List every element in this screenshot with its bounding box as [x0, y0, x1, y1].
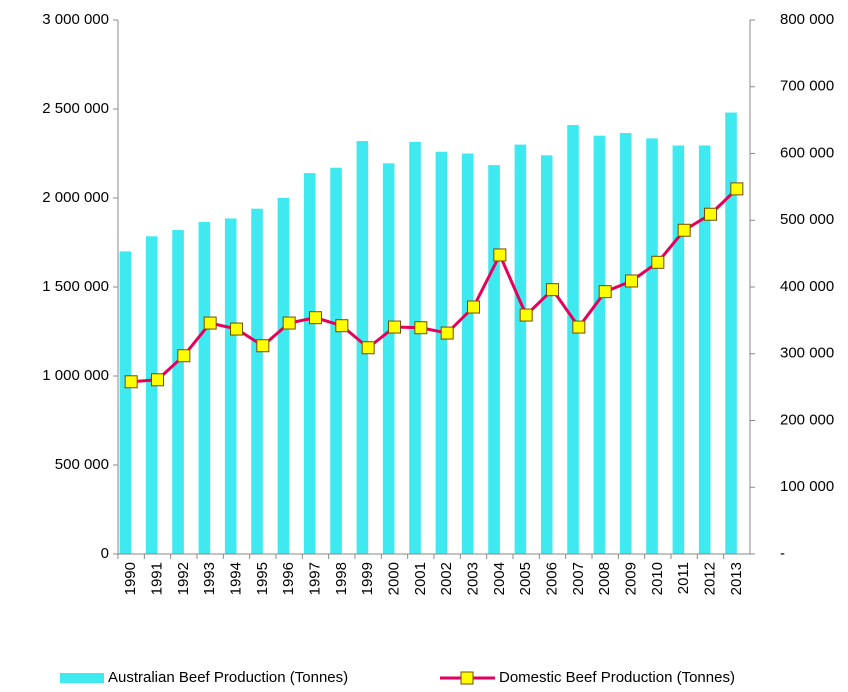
x-tick-label: 1992 — [175, 562, 192, 595]
legend-label: Australian Beef Production (Tonnes) — [108, 669, 348, 686]
bar — [619, 133, 632, 554]
marker — [282, 316, 296, 330]
x-tick-label: 1998 — [333, 562, 350, 595]
bar — [251, 208, 263, 554]
x-tick-label: 2009 — [622, 562, 639, 595]
marker — [546, 283, 559, 297]
bar — [224, 218, 237, 554]
x-tick-label: 2001 — [412, 562, 429, 595]
y-tick-label: 2 000 000 — [42, 189, 109, 206]
marker — [335, 319, 349, 333]
y-tick-label: 500 000 — [55, 456, 109, 473]
bar — [382, 163, 395, 555]
x-tick-label: 1999 — [359, 562, 376, 595]
x-tick-label: 2006 — [543, 562, 560, 595]
bar — [567, 125, 579, 555]
y2-tick-label: 300 000 — [780, 345, 834, 362]
marker — [730, 182, 744, 196]
marker — [651, 255, 665, 269]
marker — [440, 326, 454, 340]
x-tick-label: 2010 — [649, 562, 666, 595]
bar — [698, 145, 711, 555]
bar — [540, 155, 553, 554]
y2-tick-label: 500 000 — [780, 211, 834, 228]
bar — [172, 230, 184, 555]
marker — [230, 322, 243, 336]
x-tick-label: 2013 — [728, 562, 745, 595]
y-tick-label: 1 000 000 — [42, 367, 109, 384]
marker — [177, 349, 191, 363]
y-tick-label: 3 000 000 — [42, 11, 109, 28]
marker — [572, 320, 586, 334]
marker — [124, 375, 138, 389]
bar — [198, 222, 211, 554]
bar — [435, 151, 448, 554]
y-tick-label: 2 500 000 — [42, 100, 109, 117]
bar — [672, 145, 685, 555]
marker — [414, 321, 428, 335]
bar — [409, 141, 421, 554]
marker — [493, 248, 507, 262]
x-tick-label: 2012 — [701, 562, 718, 595]
bar — [303, 173, 316, 554]
x-tick-label: 2005 — [517, 562, 534, 595]
bar — [277, 198, 290, 554]
bar — [646, 138, 658, 554]
bar — [514, 144, 527, 554]
marker — [467, 300, 480, 314]
x-tick-label: 1995 — [254, 562, 271, 595]
x-tick-label: 2007 — [570, 562, 587, 595]
bar — [145, 236, 158, 554]
legend-label: Domestic Beef Production (Tonnes) — [499, 669, 735, 686]
x-tick-label: 1991 — [148, 562, 165, 595]
x-tick-label: 1996 — [280, 562, 297, 595]
x-tick-label: 2002 — [438, 562, 455, 595]
bar — [119, 251, 132, 554]
marker — [598, 285, 612, 299]
bar — [725, 112, 737, 554]
y2-tick-label: - — [780, 545, 785, 562]
line — [131, 187, 738, 384]
y2-tick-label: 400 000 — [780, 278, 834, 295]
bar — [330, 167, 342, 555]
marker — [309, 311, 322, 325]
marker — [388, 320, 401, 334]
x-tick-label: 2008 — [596, 562, 613, 595]
y2-tick-label: 800 000 — [780, 11, 834, 28]
y2-tick-label: 700 000 — [780, 78, 834, 95]
marker — [625, 274, 638, 288]
y-tick-label: 1 500 000 — [42, 278, 109, 295]
y2-tick-label: 100 000 — [780, 478, 834, 495]
y2-tick-label: 200 000 — [780, 411, 834, 428]
bar — [488, 165, 500, 554]
marker — [256, 339, 270, 353]
x-tick-label: 1997 — [306, 562, 323, 595]
y-tick-label: 0 — [101, 545, 109, 562]
marker — [677, 223, 691, 237]
marker — [519, 308, 533, 322]
y2-tick-label: 600 000 — [780, 144, 834, 161]
marker — [151, 373, 164, 387]
x-tick-label: 2011 — [675, 562, 692, 594]
x-tick-label: 1993 — [201, 562, 218, 595]
legend-swatch — [60, 673, 104, 683]
legend-marker — [460, 671, 474, 685]
bar — [461, 153, 474, 554]
x-tick-label: 2004 — [491, 562, 508, 595]
marker — [361, 341, 375, 355]
x-tick-label: 2000 — [385, 562, 402, 595]
bar — [593, 135, 606, 554]
x-tick-label: 1990 — [122, 562, 139, 595]
marker — [203, 316, 217, 330]
x-tick-label: 2003 — [464, 562, 481, 595]
marker — [704, 207, 717, 221]
x-tick-label: 1994 — [227, 562, 244, 595]
